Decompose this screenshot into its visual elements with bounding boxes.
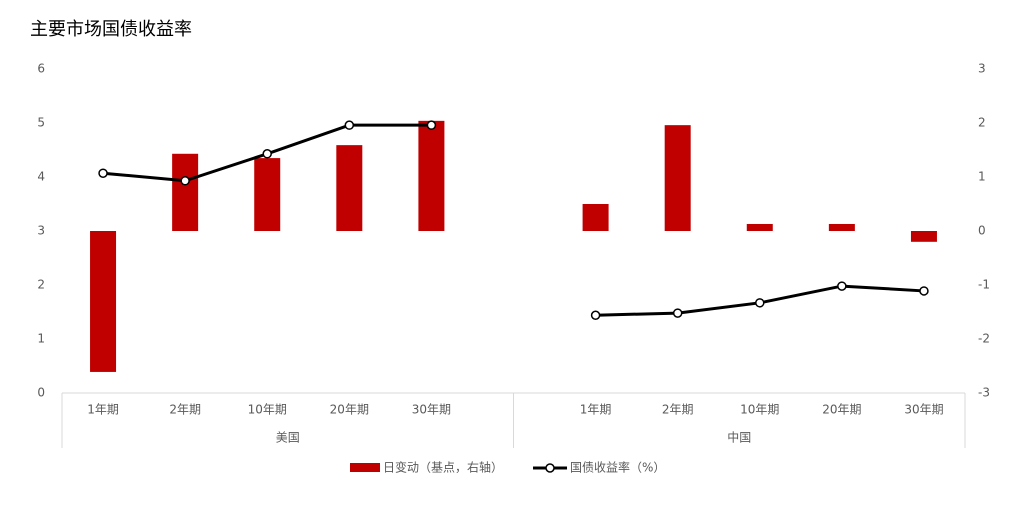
line: [102, 123, 925, 317]
group-label: 中国: [727, 430, 751, 445]
legend-label: 日变动（基点，右轴）: [383, 460, 503, 475]
marker: [590, 310, 601, 320]
group-label: 美国: [276, 431, 300, 445]
x-tick-label: 1年期: [87, 403, 119, 417]
x-tick-label: 30年期: [904, 403, 943, 417]
marker: [755, 298, 765, 308]
x-tick-label: 2年期: [169, 403, 201, 417]
y-tick-label: 6: [37, 62, 45, 76]
x-tick-label: 20年期: [330, 403, 369, 417]
marker: [672, 308, 683, 318]
marker: [426, 120, 437, 130]
y2-tick-label: 2: [978, 116, 986, 130]
chart-title: 主要市场国债收益率: [30, 19, 192, 40]
marker: [837, 281, 847, 291]
bar: [172, 153, 199, 231]
y2-tick-label: 0: [978, 224, 986, 238]
y2-tick-label: 3: [978, 62, 986, 76]
y2-tick-label: -1: [978, 278, 990, 292]
marker: [180, 176, 190, 186]
legend-swatch: [545, 463, 555, 473]
y-tick-label: 0: [37, 386, 45, 400]
x-tick-label: 1年期: [580, 403, 612, 417]
marker: [344, 120, 355, 130]
y-tick-label: 4: [37, 170, 45, 184]
x-tick-label: 10年期: [248, 403, 287, 417]
legend-swatch: [350, 463, 380, 472]
bar: [582, 204, 609, 231]
legend-label: 国债收益率（%）: [570, 460, 665, 475]
x-tick-label: 30年期: [412, 403, 451, 417]
bar: [828, 223, 855, 231]
marker: [98, 168, 108, 178]
marker: [919, 286, 929, 296]
x-tick-label: 10年期: [740, 403, 779, 417]
y2-tick-label: 1: [978, 170, 986, 184]
bar: [664, 125, 691, 231]
bar: [746, 223, 773, 231]
y-tick-label: 2: [37, 278, 45, 292]
y-tick-label: 5: [37, 116, 45, 130]
x-tick-label: 20年期: [822, 403, 861, 417]
y2-tick-label: -2: [978, 332, 990, 346]
bar: [418, 120, 445, 231]
y2-tick-label: -3: [978, 386, 990, 400]
marker: [262, 149, 272, 159]
bar: [90, 231, 117, 372]
bar: [910, 231, 937, 242]
bar: [254, 158, 281, 231]
y-tick-label: 3: [37, 224, 45, 238]
bar: [336, 145, 363, 231]
y-tick-label: 1: [37, 332, 45, 346]
x-tick-label: 2年期: [662, 403, 694, 417]
